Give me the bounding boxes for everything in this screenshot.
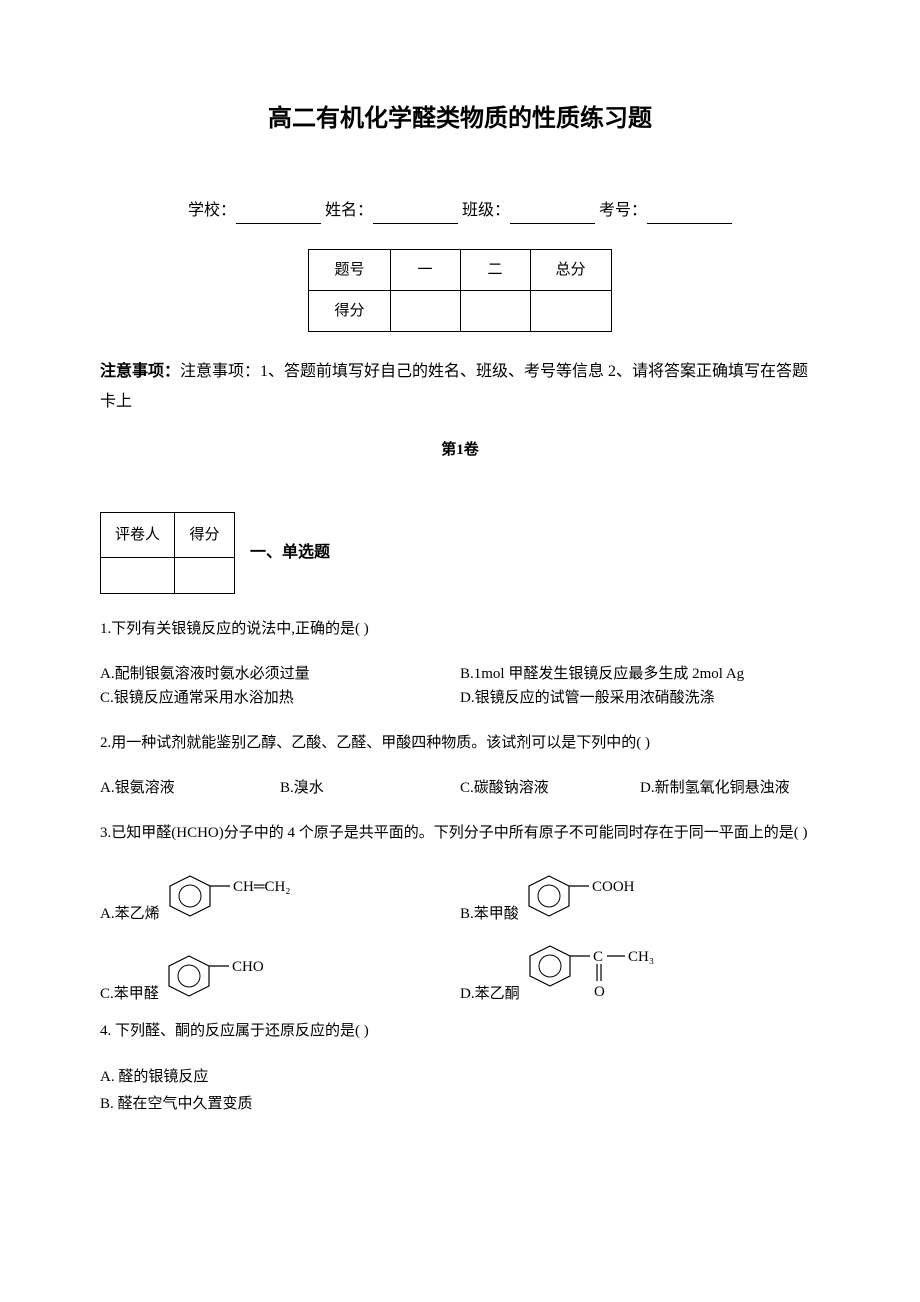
score-header-total: 总分 bbox=[530, 249, 611, 290]
formula-text: CHO bbox=[232, 959, 264, 975]
question-1: 1.下列有关银镜反应的说法中,正确的是( ) bbox=[100, 614, 820, 644]
grader-blank-1[interactable] bbox=[101, 557, 175, 593]
table-row bbox=[101, 557, 235, 593]
document-title: 高二有机化学醛类物质的性质练习题 bbox=[100, 100, 820, 138]
q3-option-d: D.苯乙酮 C CH₃ O bbox=[460, 936, 820, 1006]
exam-no-blank[interactable] bbox=[647, 205, 732, 224]
q3-option-c: C.苯甲醛 CHO bbox=[100, 936, 460, 1006]
q2-options: A.银氨溶液 B.溴水 C.碳酸钠溶液 D.新制氢氧化铜悬浊液 bbox=[100, 776, 820, 800]
grader-blank-2[interactable] bbox=[175, 557, 235, 593]
ring-icon bbox=[539, 955, 561, 977]
table-row: 题号 一 二 总分 bbox=[309, 249, 611, 290]
q3-c-label: C.苯甲醛 bbox=[100, 982, 159, 1006]
q3-option-b: B.苯甲酸 COOH bbox=[460, 866, 820, 926]
hexagon-icon bbox=[170, 876, 210, 916]
benzene-icon: C CH₃ O bbox=[525, 936, 695, 1006]
notice-text: 注意事项：1、答题前填写好自己的姓名、班级、考号等信息 2、请将答案正确填写在答… bbox=[100, 363, 808, 410]
ring-icon bbox=[178, 965, 200, 987]
section-1-label: 第1卷 bbox=[100, 438, 820, 462]
class-blank[interactable] bbox=[510, 205, 595, 224]
grader-table: 评卷人 得分 bbox=[100, 512, 235, 594]
notice-block: 注意事项：注意事项：1、答题前填写好自己的姓名、班级、考号等信息 2、请将答案正… bbox=[100, 357, 820, 418]
score-cell-2[interactable] bbox=[460, 290, 530, 331]
q2-option-a: A.银氨溶液 bbox=[100, 776, 280, 800]
grader-col1: 评卷人 bbox=[101, 512, 175, 557]
school-blank[interactable] bbox=[236, 205, 321, 224]
q3-a-label: A.苯乙烯 bbox=[100, 902, 160, 926]
formula-text: O bbox=[594, 984, 605, 1000]
q1-option-d: D.银镜反应的试管一般采用浓硝酸洗涤 bbox=[460, 686, 820, 710]
formula-text: C bbox=[593, 949, 603, 965]
hexagon-icon bbox=[169, 956, 209, 996]
q1-option-b: B.1mol 甲醛发生银镜反应最多生成 2mol Ag bbox=[460, 662, 820, 686]
hexagon-icon bbox=[529, 876, 569, 916]
section-heading: 一、单选题 bbox=[250, 540, 330, 566]
benzene-icon: COOH bbox=[524, 866, 674, 926]
q3-row-2: C.苯甲醛 CHO D.苯乙酮 C CH₃ O bbox=[100, 936, 820, 1006]
q3-row-1: A.苯乙烯 CH═CH₂ B.苯甲酸 COOH bbox=[100, 866, 820, 926]
q3-b-label: B.苯甲酸 bbox=[460, 902, 519, 926]
q4-option-b: B. 醛在空气中久置变质 bbox=[100, 1091, 820, 1118]
q4-option-a: A. 醛的银镜反应 bbox=[100, 1064, 820, 1091]
score-header-2: 二 bbox=[460, 249, 530, 290]
score-cell-1[interactable] bbox=[390, 290, 460, 331]
class-label: 班级： bbox=[462, 202, 510, 219]
grader-section: 评卷人 得分 一、单选题 bbox=[100, 512, 820, 594]
grader-col2: 得分 bbox=[175, 512, 235, 557]
q2-option-d: D.新制氢氧化铜悬浊液 bbox=[640, 776, 820, 800]
school-label: 学校： bbox=[188, 202, 236, 219]
q4-options: A. 醛的银镜反应 B. 醛在空气中久置变质 bbox=[100, 1064, 820, 1118]
name-label: 姓名： bbox=[325, 202, 373, 219]
formula-text: COOH bbox=[592, 879, 635, 895]
benzene-icon: CH═CH₂ bbox=[165, 866, 335, 926]
question-4: 4. 下列醛、酮的反应属于还原反应的是( ) bbox=[100, 1016, 820, 1046]
q1-options: A.配制银氨溶液时氨水必须过量 B.1mol 甲醛发生银镜反应最多生成 2mol… bbox=[100, 662, 820, 710]
score-cell-total[interactable] bbox=[530, 290, 611, 331]
student-info-line: 学校： 姓名： 班级： 考号： bbox=[100, 198, 820, 224]
name-blank[interactable] bbox=[373, 205, 458, 224]
q1-option-c: C.银镜反应通常采用水浴加热 bbox=[100, 686, 460, 710]
score-header-1: 一 bbox=[390, 249, 460, 290]
ring-icon bbox=[179, 885, 201, 907]
q3-d-label: D.苯乙酮 bbox=[460, 982, 520, 1006]
ring-icon bbox=[538, 885, 560, 907]
q3-option-a: A.苯乙烯 CH═CH₂ bbox=[100, 866, 460, 926]
score-table: 题号 一 二 总分 得分 bbox=[308, 249, 611, 332]
table-row: 得分 bbox=[309, 290, 611, 331]
q2-option-b: B.溴水 bbox=[280, 776, 460, 800]
question-3: 3.已知甲醛(HCHO)分子中的 4 个原子是共平面的。下列分子中所有原子不可能… bbox=[100, 818, 820, 848]
score-label: 得分 bbox=[309, 290, 390, 331]
question-2: 2.用一种试剂就能鉴别乙醇、乙酸、乙醛、甲酸四种物质。该试剂可以是下列中的( ) bbox=[100, 728, 820, 758]
table-row: 评卷人 得分 bbox=[101, 512, 235, 557]
hexagon-icon bbox=[530, 946, 570, 986]
q1-option-a: A.配制银氨溶液时氨水必须过量 bbox=[100, 662, 460, 686]
benzene-icon: CHO bbox=[164, 946, 314, 1006]
formula-text: CH₃ bbox=[628, 949, 654, 965]
formula-text: CH═CH₂ bbox=[233, 879, 291, 895]
exam-no-label: 考号： bbox=[599, 202, 647, 219]
q2-option-c: C.碳酸钠溶液 bbox=[460, 776, 640, 800]
score-header-num: 题号 bbox=[309, 249, 390, 290]
notice-label: 注意事项： bbox=[100, 363, 180, 380]
